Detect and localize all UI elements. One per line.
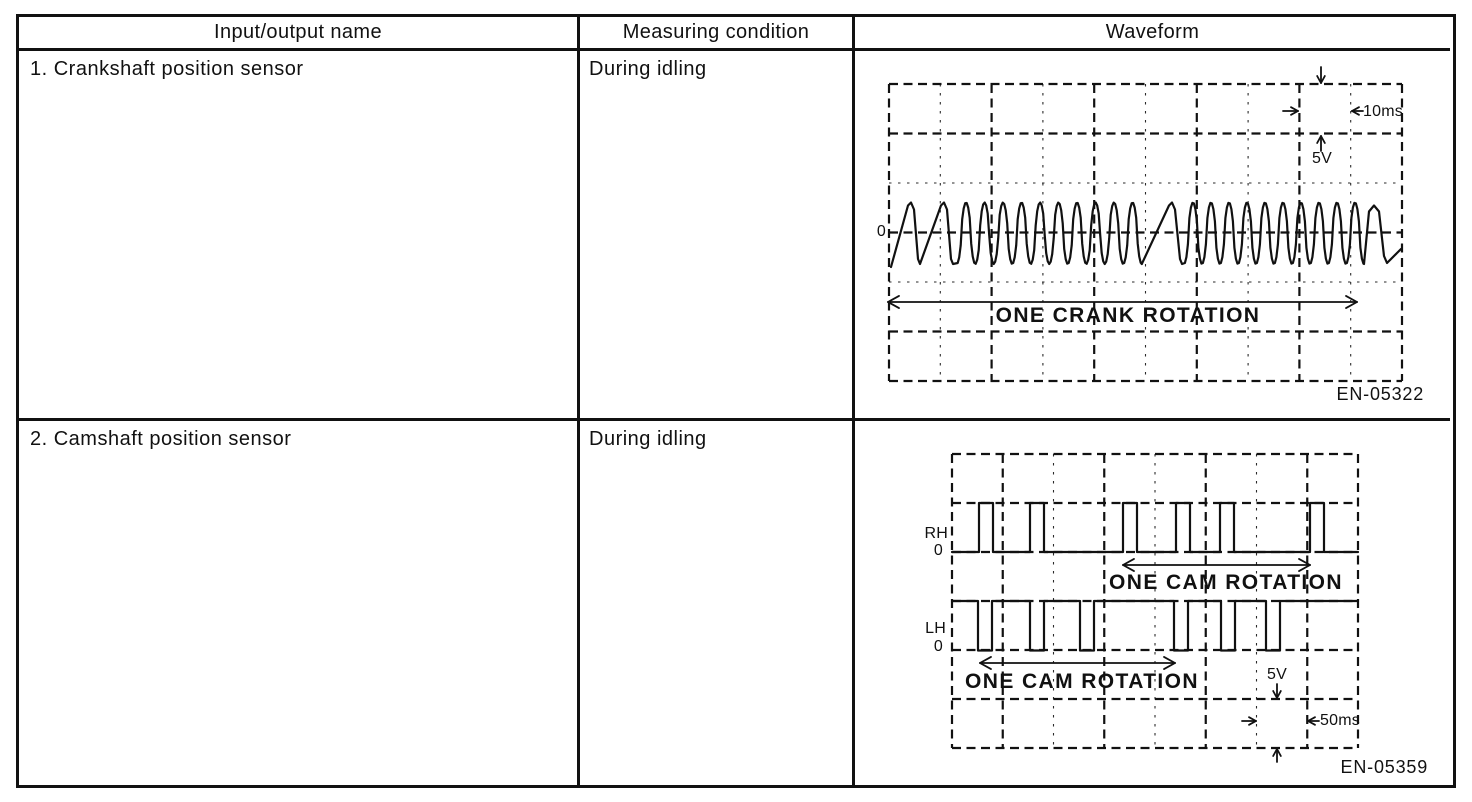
column-divider-1 [577, 17, 580, 785]
header-measuring-condition: Measuring condition [622, 21, 810, 43]
wf2-lh-label: LH [925, 620, 946, 637]
wf2-rh-zero-label: 0 [933, 542, 943, 559]
row1-measuring-condition: During idling [589, 58, 707, 80]
wf2-one-cam-rotation-lh-label: ONE CAM ROTATION [965, 670, 1199, 693]
header-divider [19, 48, 1450, 51]
header-waveform: Waveform [1105, 21, 1200, 43]
wf1-zero-label: 0 [876, 223, 886, 240]
wf2-one-cam-rotation-rh-label: ONE CAM ROTATION [1109, 571, 1343, 594]
row1-sensor-name: 1. Crankshaft position sensor [30, 58, 304, 80]
wf1-volts-per-div-label: 5V [1312, 150, 1332, 167]
wf2-time-per-div-label: 50ms [1320, 712, 1360, 729]
table-outer-border [16, 14, 1456, 788]
wf1-time-per-div-label: 10ms [1363, 103, 1403, 120]
wf1-one-crank-rotation-label: ONE CRANK ROTATION [995, 304, 1261, 327]
row2-measuring-condition: During idling [589, 428, 707, 450]
row-divider [19, 418, 1450, 421]
column-divider-2 [852, 17, 855, 785]
wf1-figure-id: EN-05322 [1336, 384, 1424, 404]
row2-sensor-name: 2. Camshaft position sensor [30, 428, 292, 450]
wf2-rh-label: RH [924, 525, 948, 542]
wf2-volts-per-div-label: 5V [1267, 666, 1287, 683]
wf2-lh-zero-label: 0 [933, 638, 943, 655]
header-input-output-name: Input/output name [213, 21, 383, 43]
wf2-figure-id: EN-05359 [1340, 757, 1428, 777]
